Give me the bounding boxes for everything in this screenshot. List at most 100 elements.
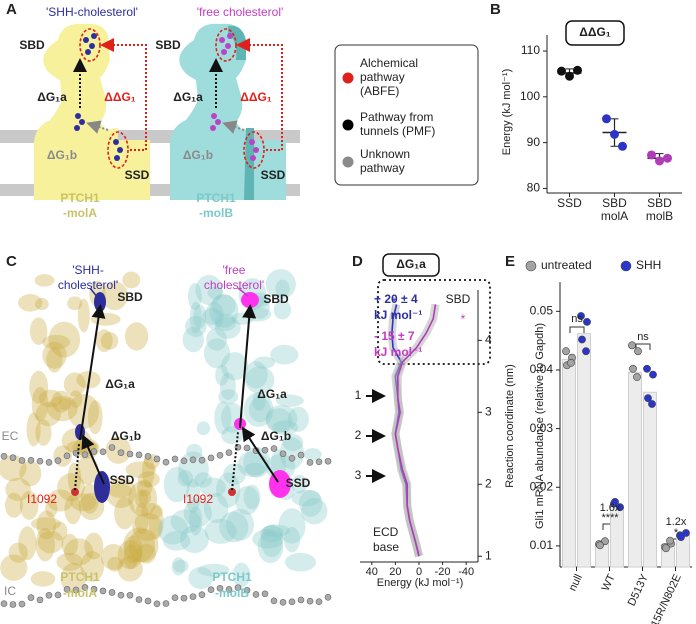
label: SSD <box>110 473 135 487</box>
label: SSD <box>261 168 286 182</box>
protein-blob <box>260 525 284 543</box>
legend-label: tunnels (PMF) <box>360 124 435 138</box>
data-point <box>662 544 670 553</box>
label: ΔG₁a <box>105 377 135 391</box>
protein-blob <box>52 521 68 541</box>
protein-blob <box>243 446 271 478</box>
lipid-head <box>99 448 107 456</box>
lipid-head <box>171 455 179 463</box>
protein-blob <box>185 478 201 514</box>
lipid-head <box>261 446 269 454</box>
protein-blob <box>135 489 149 509</box>
protein-blob <box>275 279 290 298</box>
protein-blob <box>19 460 42 487</box>
protein-blob <box>122 271 141 289</box>
lipid-head <box>153 600 161 608</box>
lipid-head <box>90 585 98 593</box>
protein-blob <box>189 301 202 334</box>
protein-blob <box>189 506 203 536</box>
legend-label: (ABFE) <box>360 84 399 98</box>
y-tick-label: 80 <box>527 181 541 195</box>
lipid-head <box>189 456 197 464</box>
protein-blob <box>138 489 152 505</box>
lipid-head <box>180 594 188 602</box>
protein-blob <box>76 456 99 485</box>
label: 'free cholesterol' <box>197 5 284 19</box>
protein-blob <box>36 510 57 540</box>
lipid-head <box>207 586 215 594</box>
protein-blob <box>100 544 126 570</box>
protein-blob <box>214 401 232 435</box>
panel-d-decor <box>366 253 491 483</box>
label: 'SHH- <box>72 263 104 277</box>
legend-label: untreated <box>541 258 592 272</box>
lipid-head <box>315 598 323 605</box>
lipid-head <box>117 591 125 599</box>
data-point <box>583 317 591 326</box>
bar <box>562 358 576 568</box>
protein-blob <box>77 298 90 333</box>
protein-blob <box>186 443 203 459</box>
protein-blob <box>100 331 119 350</box>
data-point <box>611 498 619 506</box>
protein-blob <box>194 472 212 488</box>
protein-blob <box>123 544 139 569</box>
protein-blob <box>125 461 157 479</box>
protein-blob <box>220 352 249 381</box>
protein-blob <box>35 297 49 311</box>
lipid-head <box>171 594 179 601</box>
protein-blob <box>38 389 63 408</box>
protein-blob <box>260 524 283 558</box>
lipid-head <box>198 456 206 464</box>
protein-blob <box>282 433 304 452</box>
protein-shape <box>33 23 150 200</box>
lipid-head <box>216 452 224 459</box>
annotation: 1.6x <box>600 502 621 514</box>
lipid-head <box>0 600 8 607</box>
annotation: kJ mol⁻¹ <box>374 308 422 322</box>
protein-blob <box>30 571 56 587</box>
lipid-head <box>216 584 224 592</box>
label: 'SHH-cholesterol' <box>46 5 138 19</box>
protein-blob <box>244 361 268 389</box>
lipid-head <box>72 586 80 594</box>
protein-blob <box>291 474 308 494</box>
label: -molA <box>63 586 97 600</box>
lipid-head <box>144 453 152 460</box>
lipid-head <box>0 453 8 460</box>
protein-blob <box>34 274 55 287</box>
protein-blob <box>60 562 87 594</box>
protein-blob <box>203 493 229 524</box>
x-axis-label: Energy (kJ mol⁻¹) <box>377 577 464 589</box>
lipid-head <box>108 589 116 596</box>
label: SSD <box>286 476 311 490</box>
protein-blob <box>63 372 86 397</box>
residue <box>228 488 236 496</box>
protein-blob <box>35 419 52 446</box>
annotation: **** <box>601 512 619 524</box>
data-point <box>618 141 627 151</box>
annotation: SBD <box>446 292 471 306</box>
protein-blob <box>64 538 94 566</box>
protein-blob <box>226 508 254 541</box>
data-point <box>562 347 570 356</box>
lipid-head <box>261 590 269 598</box>
y-axis-label: Reaction coordinate (nm) <box>504 364 516 488</box>
chart-title: ΔΔG₁ <box>579 25 611 39</box>
protein-blob <box>214 316 241 339</box>
data-point <box>682 529 690 537</box>
lipid-head <box>18 457 26 464</box>
pointer <box>89 287 99 299</box>
protein-blob <box>114 496 135 530</box>
legend-label: pathway <box>360 161 405 175</box>
protein-blob <box>128 528 159 563</box>
protein-blob <box>42 341 67 369</box>
protein-blob <box>244 366 275 394</box>
protein-blob <box>19 490 39 520</box>
label: SBD <box>155 38 181 52</box>
x-tick-label: D513Y <box>626 572 651 608</box>
y-tick-label: 2 <box>485 476 492 490</box>
protein-blob <box>279 437 305 470</box>
data-point <box>647 150 656 160</box>
protein-blob <box>5 477 31 502</box>
